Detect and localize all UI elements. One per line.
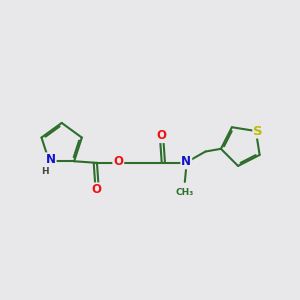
Text: N: N <box>181 155 191 168</box>
Text: O: O <box>157 129 167 142</box>
Text: N: N <box>46 153 56 166</box>
Text: H: H <box>42 167 49 176</box>
Text: O: O <box>113 155 123 168</box>
Text: S: S <box>254 124 263 137</box>
Text: O: O <box>92 183 102 196</box>
Text: CH₃: CH₃ <box>176 188 194 197</box>
